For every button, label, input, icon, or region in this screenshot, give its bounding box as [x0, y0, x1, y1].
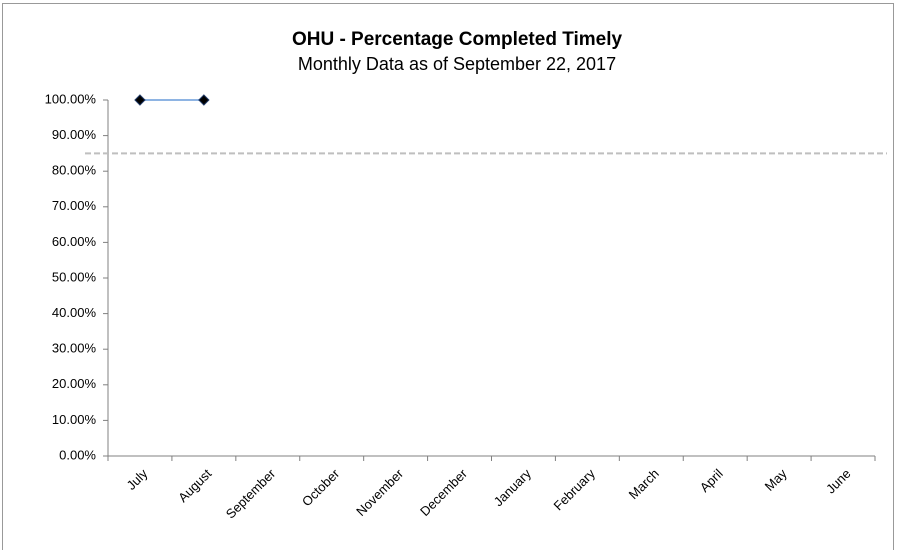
y-tick-label: 40.00%	[52, 305, 97, 320]
y-tick-label: 30.00%	[52, 341, 97, 356]
y-tick-label: 0.00%	[59, 447, 96, 462]
data-point	[198, 94, 210, 106]
y-tick-label: 50.00%	[52, 269, 97, 284]
y-tick-label: 60.00%	[52, 234, 97, 249]
data-point	[134, 94, 146, 106]
y-tick-label: 100.00%	[45, 91, 97, 106]
chart-border	[2, 3, 894, 550]
y-tick-label: 20.00%	[52, 376, 97, 391]
chart-subtitle: Monthly Data as of September 22, 2017	[298, 54, 616, 74]
y-tick-label: 90.00%	[52, 127, 97, 142]
y-tick-label: 70.00%	[52, 198, 97, 213]
chart-title: OHU - Percentage Completed Timely	[292, 29, 623, 50]
y-tick-label: 10.00%	[52, 412, 97, 427]
y-tick-label: 80.00%	[52, 163, 97, 178]
